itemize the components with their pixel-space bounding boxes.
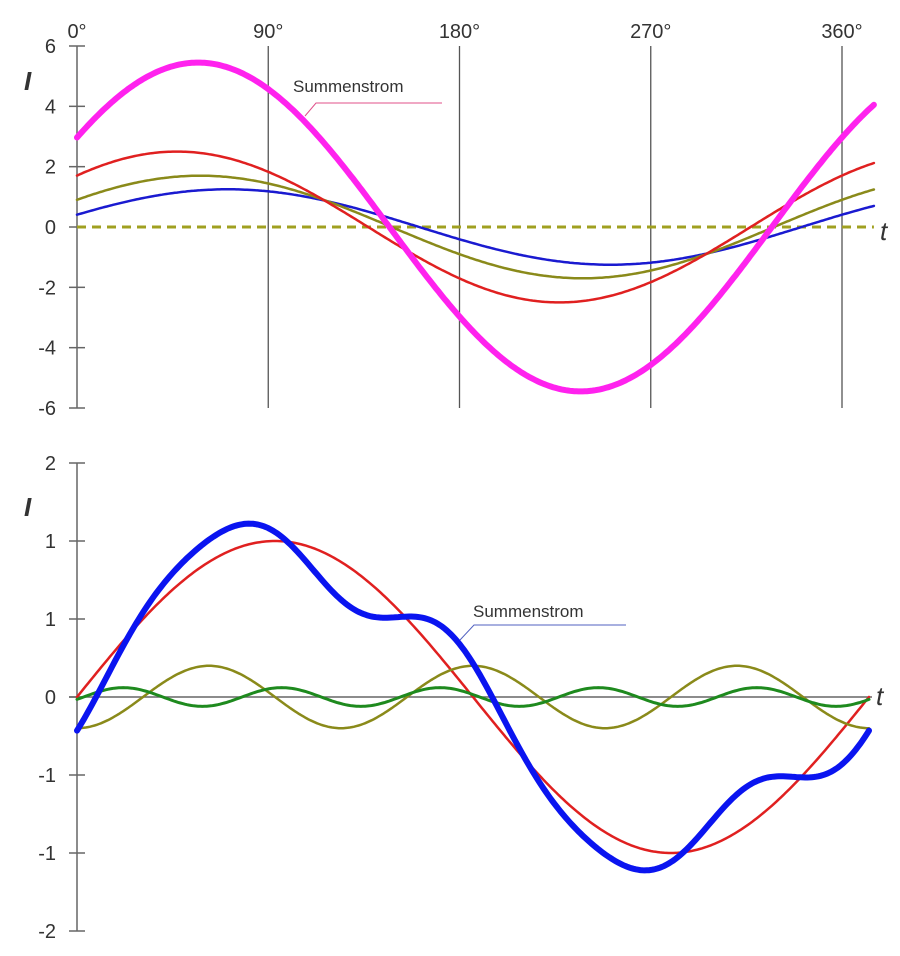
annotation-leader [459,624,626,641]
series-line-summenstrom [74,520,872,874]
series-line-grundschwingung [75,539,871,855]
series-line-i3 [75,188,876,266]
x-tick-label: 270° [630,21,671,43]
x-tick-label: 360° [821,21,862,43]
y-tick-label: -1 [38,843,56,865]
annotation-leader [304,102,442,117]
y-tick-label: 6 [45,36,56,58]
y-tick-label: -2 [38,921,56,943]
y-tick-label: 2 [45,157,56,179]
y-tick-label: 2 [45,453,56,475]
y-tick-label: -6 [38,398,56,420]
series-line-i2 [75,174,876,280]
series-line-summenstrom [74,59,877,395]
y-tick-label: 4 [45,96,56,118]
series-line-5-harmonische [75,686,871,708]
y-tick-label: -4 [38,338,56,360]
y-tick-label: 1 [45,531,56,553]
y-axis-label: I [24,66,32,96]
y-tick-label: 0 [45,687,56,709]
annotation-label: Summenstrom [473,602,584,621]
x-tick-label: 0° [67,21,86,43]
y-tick-label: 0 [45,217,56,239]
top-chart: 0° 90° 180° 270° 360° 6 4 2 0 -2 -4 -6 It Summenstrom [24,21,889,420]
x-tick-label: 90° [253,21,283,43]
annotation-label: Summenstrom [293,77,404,96]
y-tick-label: 1 [45,609,56,631]
x-tick-label: 180° [439,21,480,43]
bottom-chart: 2 1 1 0 -1 -1 -2 It Summenstrom [24,453,885,943]
series-line-i1 [75,150,876,304]
y-tick-label: -1 [38,765,56,787]
x-axis-label: t [876,681,885,711]
x-axis-label: t [880,216,889,246]
y-tick-label: -2 [38,277,56,299]
y-axis-label: I [24,492,32,522]
